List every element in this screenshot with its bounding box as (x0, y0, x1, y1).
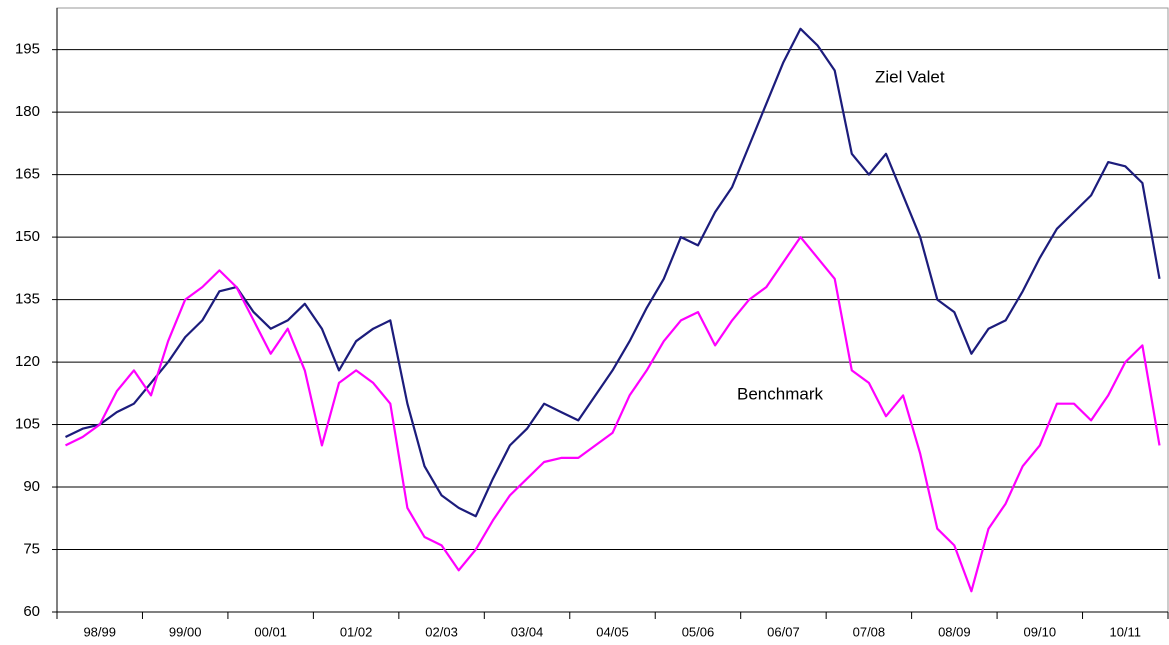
x-tick-label: 10/11 (1109, 624, 1141, 639)
y-tick-label: 135 (15, 291, 40, 308)
x-tick-label: 05/06 (682, 624, 715, 639)
y-tick-label: 60 (23, 603, 40, 620)
line-series (65, 27, 1161, 518)
x-tick-label: 04/05 (596, 624, 629, 639)
y-tick-label: 75 (23, 540, 40, 557)
x-tick-label: 09/10 (1024, 624, 1057, 639)
y-tick-label: 150 (15, 228, 40, 245)
y-tick-label: 165 (15, 166, 40, 183)
x-tick-label: 08/09 (938, 624, 971, 639)
y-tick-label: 105 (15, 416, 40, 433)
x-tick-label: 03/04 (511, 624, 544, 639)
y-tick-label: 195 (15, 41, 40, 58)
y-tick-label: 90 (23, 478, 40, 495)
x-tick-label: 07/08 (853, 624, 886, 639)
y-tick-label: 120 (15, 353, 40, 370)
x-tick-label: 06/07 (767, 624, 800, 639)
annotation: Ziel Valet (875, 67, 945, 86)
x-tick-label: 01/02 (340, 624, 373, 639)
x-tick-label: 00/01 (254, 624, 287, 639)
x-tick-label: 99/00 (169, 624, 202, 639)
y-tick-label: 180 (15, 103, 40, 120)
plot-area (56, 7, 1169, 613)
annotation: Benchmark (737, 384, 823, 403)
x-tick-label: 98/99 (83, 624, 116, 639)
line-series (65, 236, 1161, 593)
x-tick-label: 02/03 (425, 624, 458, 639)
